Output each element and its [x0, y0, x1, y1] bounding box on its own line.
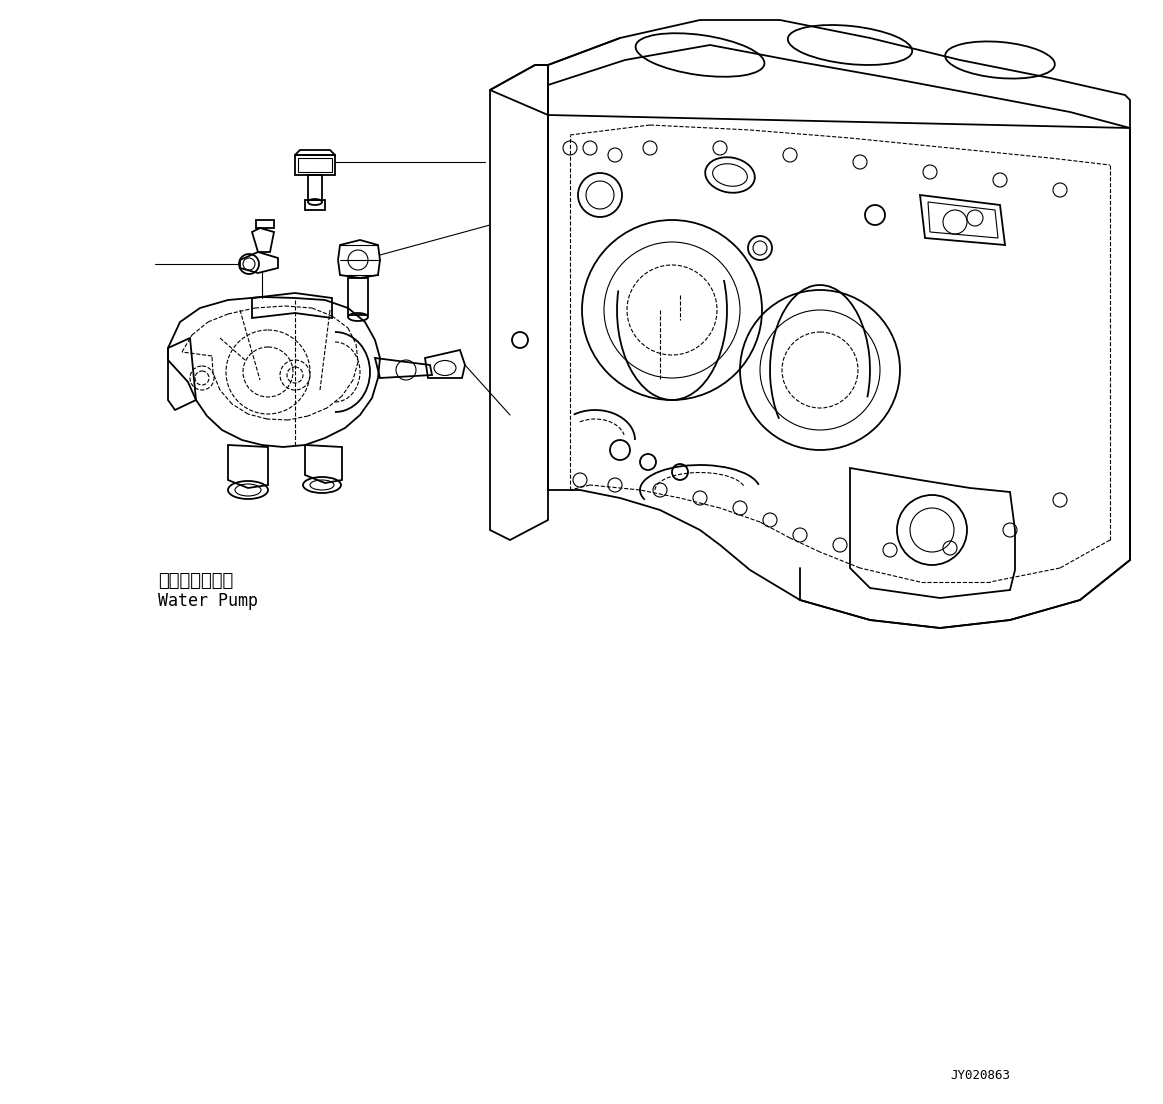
Text: Water Pump: Water Pump — [158, 592, 258, 611]
Text: JY020863: JY020863 — [950, 1069, 1009, 1082]
Text: ウォータポンプ: ウォータポンプ — [158, 572, 234, 590]
